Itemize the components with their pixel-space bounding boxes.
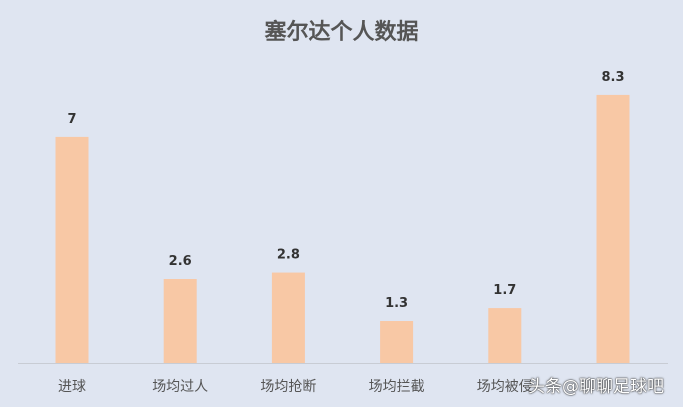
bar [271, 272, 305, 363]
data-label: 2.6 [169, 254, 192, 269]
chart-title: 塞尔达个人数据 [264, 20, 419, 45]
category-label: 场均抢断 [260, 378, 316, 395]
bar [488, 308, 522, 363]
data-label: 1.3 [385, 296, 408, 311]
category-label: 进球 [58, 379, 86, 395]
category-label: 场均过人 [152, 379, 208, 395]
category-label: 场均被侵 [477, 378, 533, 395]
watermark: 头条@聊聊足球吧 [528, 377, 664, 397]
bar [163, 279, 197, 363]
data-label: 8.3 [601, 70, 624, 85]
data-label: 2.8 [277, 248, 300, 263]
data-label: 1.7 [493, 283, 516, 298]
data-label: 7 [67, 112, 76, 127]
bar [380, 321, 414, 363]
category-label: 场均拦截 [369, 379, 425, 395]
bar [596, 94, 630, 363]
bar [55, 136, 89, 363]
